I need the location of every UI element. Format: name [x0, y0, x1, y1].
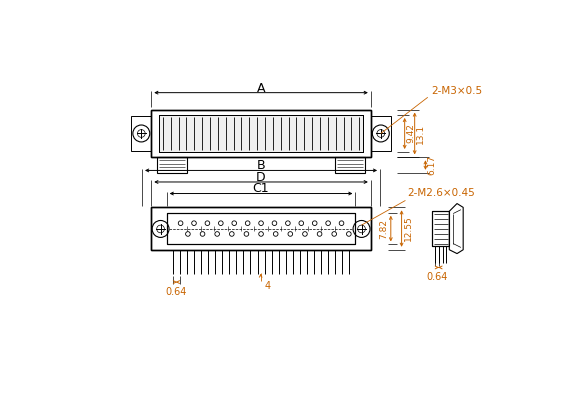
- Bar: [433, 211, 449, 246]
- Bar: [167, 213, 356, 244]
- Text: 2-M2.6×0.45: 2-M2.6×0.45: [408, 188, 476, 198]
- Polygon shape: [449, 204, 463, 254]
- Bar: [371, 116, 391, 151]
- Text: 12.55: 12.55: [404, 216, 413, 242]
- Bar: [159, 115, 363, 152]
- Bar: [152, 110, 371, 157]
- Bar: [131, 116, 152, 151]
- Text: 0.64: 0.64: [166, 287, 187, 297]
- Bar: [433, 211, 449, 246]
- Text: 9.42: 9.42: [406, 124, 415, 144]
- Bar: [152, 207, 371, 250]
- Text: D: D: [257, 171, 266, 184]
- Text: 4: 4: [265, 280, 271, 290]
- Bar: [335, 157, 364, 173]
- Bar: [159, 115, 363, 152]
- Bar: [157, 157, 187, 173]
- Bar: [167, 213, 356, 244]
- Text: C1: C1: [253, 182, 269, 196]
- Text: 13.1: 13.1: [416, 124, 425, 144]
- Text: 0.64: 0.64: [427, 272, 448, 282]
- Bar: [152, 110, 371, 157]
- Text: B: B: [257, 159, 265, 172]
- Bar: [152, 207, 371, 250]
- Text: 6.17: 6.17: [427, 155, 436, 175]
- Text: A: A: [257, 82, 265, 94]
- Text: 7.82: 7.82: [380, 218, 388, 238]
- Text: 2-M3×0.5: 2-M3×0.5: [431, 86, 483, 96]
